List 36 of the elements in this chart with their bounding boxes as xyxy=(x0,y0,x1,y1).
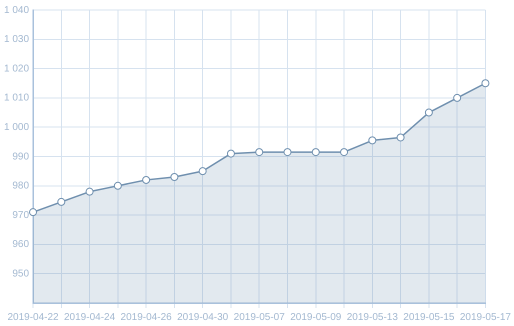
point xyxy=(368,136,376,144)
point xyxy=(340,148,348,156)
y-tick-label: 990 xyxy=(12,151,30,162)
y-tick-label: 1 030 xyxy=(4,34,30,46)
y-tick-label: 1 020 xyxy=(4,63,30,74)
x-tick-label: 2019-04-24 xyxy=(64,312,116,323)
point xyxy=(114,182,122,190)
y-tick-label: 1 000 xyxy=(4,122,30,133)
x-tick-label: 2019-05-07 xyxy=(234,312,286,323)
x-tick-label: 2019-05-09 xyxy=(290,312,342,323)
point xyxy=(226,150,235,158)
point xyxy=(142,176,150,184)
x-tick-label: 2019-04-26 xyxy=(120,312,172,323)
y-tick-label: 1 040 xyxy=(4,4,30,16)
point xyxy=(396,133,405,142)
y-tick-label: 950 xyxy=(12,268,30,280)
point xyxy=(255,148,264,156)
point xyxy=(312,148,320,156)
point xyxy=(29,208,38,216)
x-tick-label: 2019-04-30 xyxy=(177,312,229,323)
point xyxy=(86,188,94,196)
x-tick-label: 2019-05-13 xyxy=(346,312,398,323)
y-tick-label: 980 xyxy=(12,180,30,192)
point xyxy=(424,108,433,117)
point xyxy=(284,148,292,156)
y-tick-label: 970 xyxy=(12,210,30,221)
point xyxy=(481,79,490,88)
point xyxy=(453,94,462,102)
x-tick-label: 2019-04-22 xyxy=(7,312,60,323)
y-tick-label: 960 xyxy=(12,239,30,250)
y-tick-label: 1 010 xyxy=(4,92,30,104)
point xyxy=(57,198,66,206)
point xyxy=(198,167,207,176)
x-tick-label: 2019-05-17 xyxy=(460,312,512,323)
point xyxy=(170,173,178,182)
x-tick-label: 2019-05-15 xyxy=(403,312,455,323)
